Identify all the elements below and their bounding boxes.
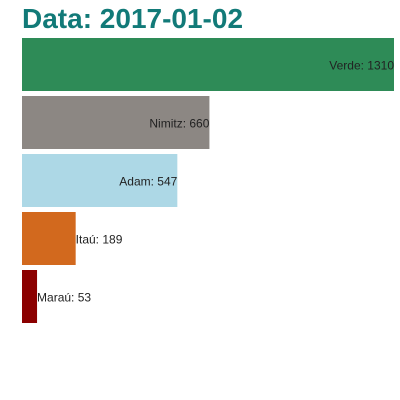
bar-verde [22,38,394,91]
data-label-marau: Maraú: 53 [37,291,91,305]
data-label-verde: Verde: 1310 [329,59,394,73]
bar-nimitz [22,96,210,149]
data-label-adam: Adam: 547 [119,175,177,189]
data-label-nimitz: Nimitz: 660 [149,117,209,131]
chart-title: Data: 2017-01-02 [22,3,243,34]
bar-marau [22,270,38,323]
bar-itau [22,212,76,265]
bar-adam [22,154,178,207]
data-labels-group: Verde: 1310 Nimitz: 660 Adam: 547 Itaú: 189… [37,59,394,305]
bars-group [22,38,394,323]
data-label-itau: Itaú: 189 [76,233,123,247]
